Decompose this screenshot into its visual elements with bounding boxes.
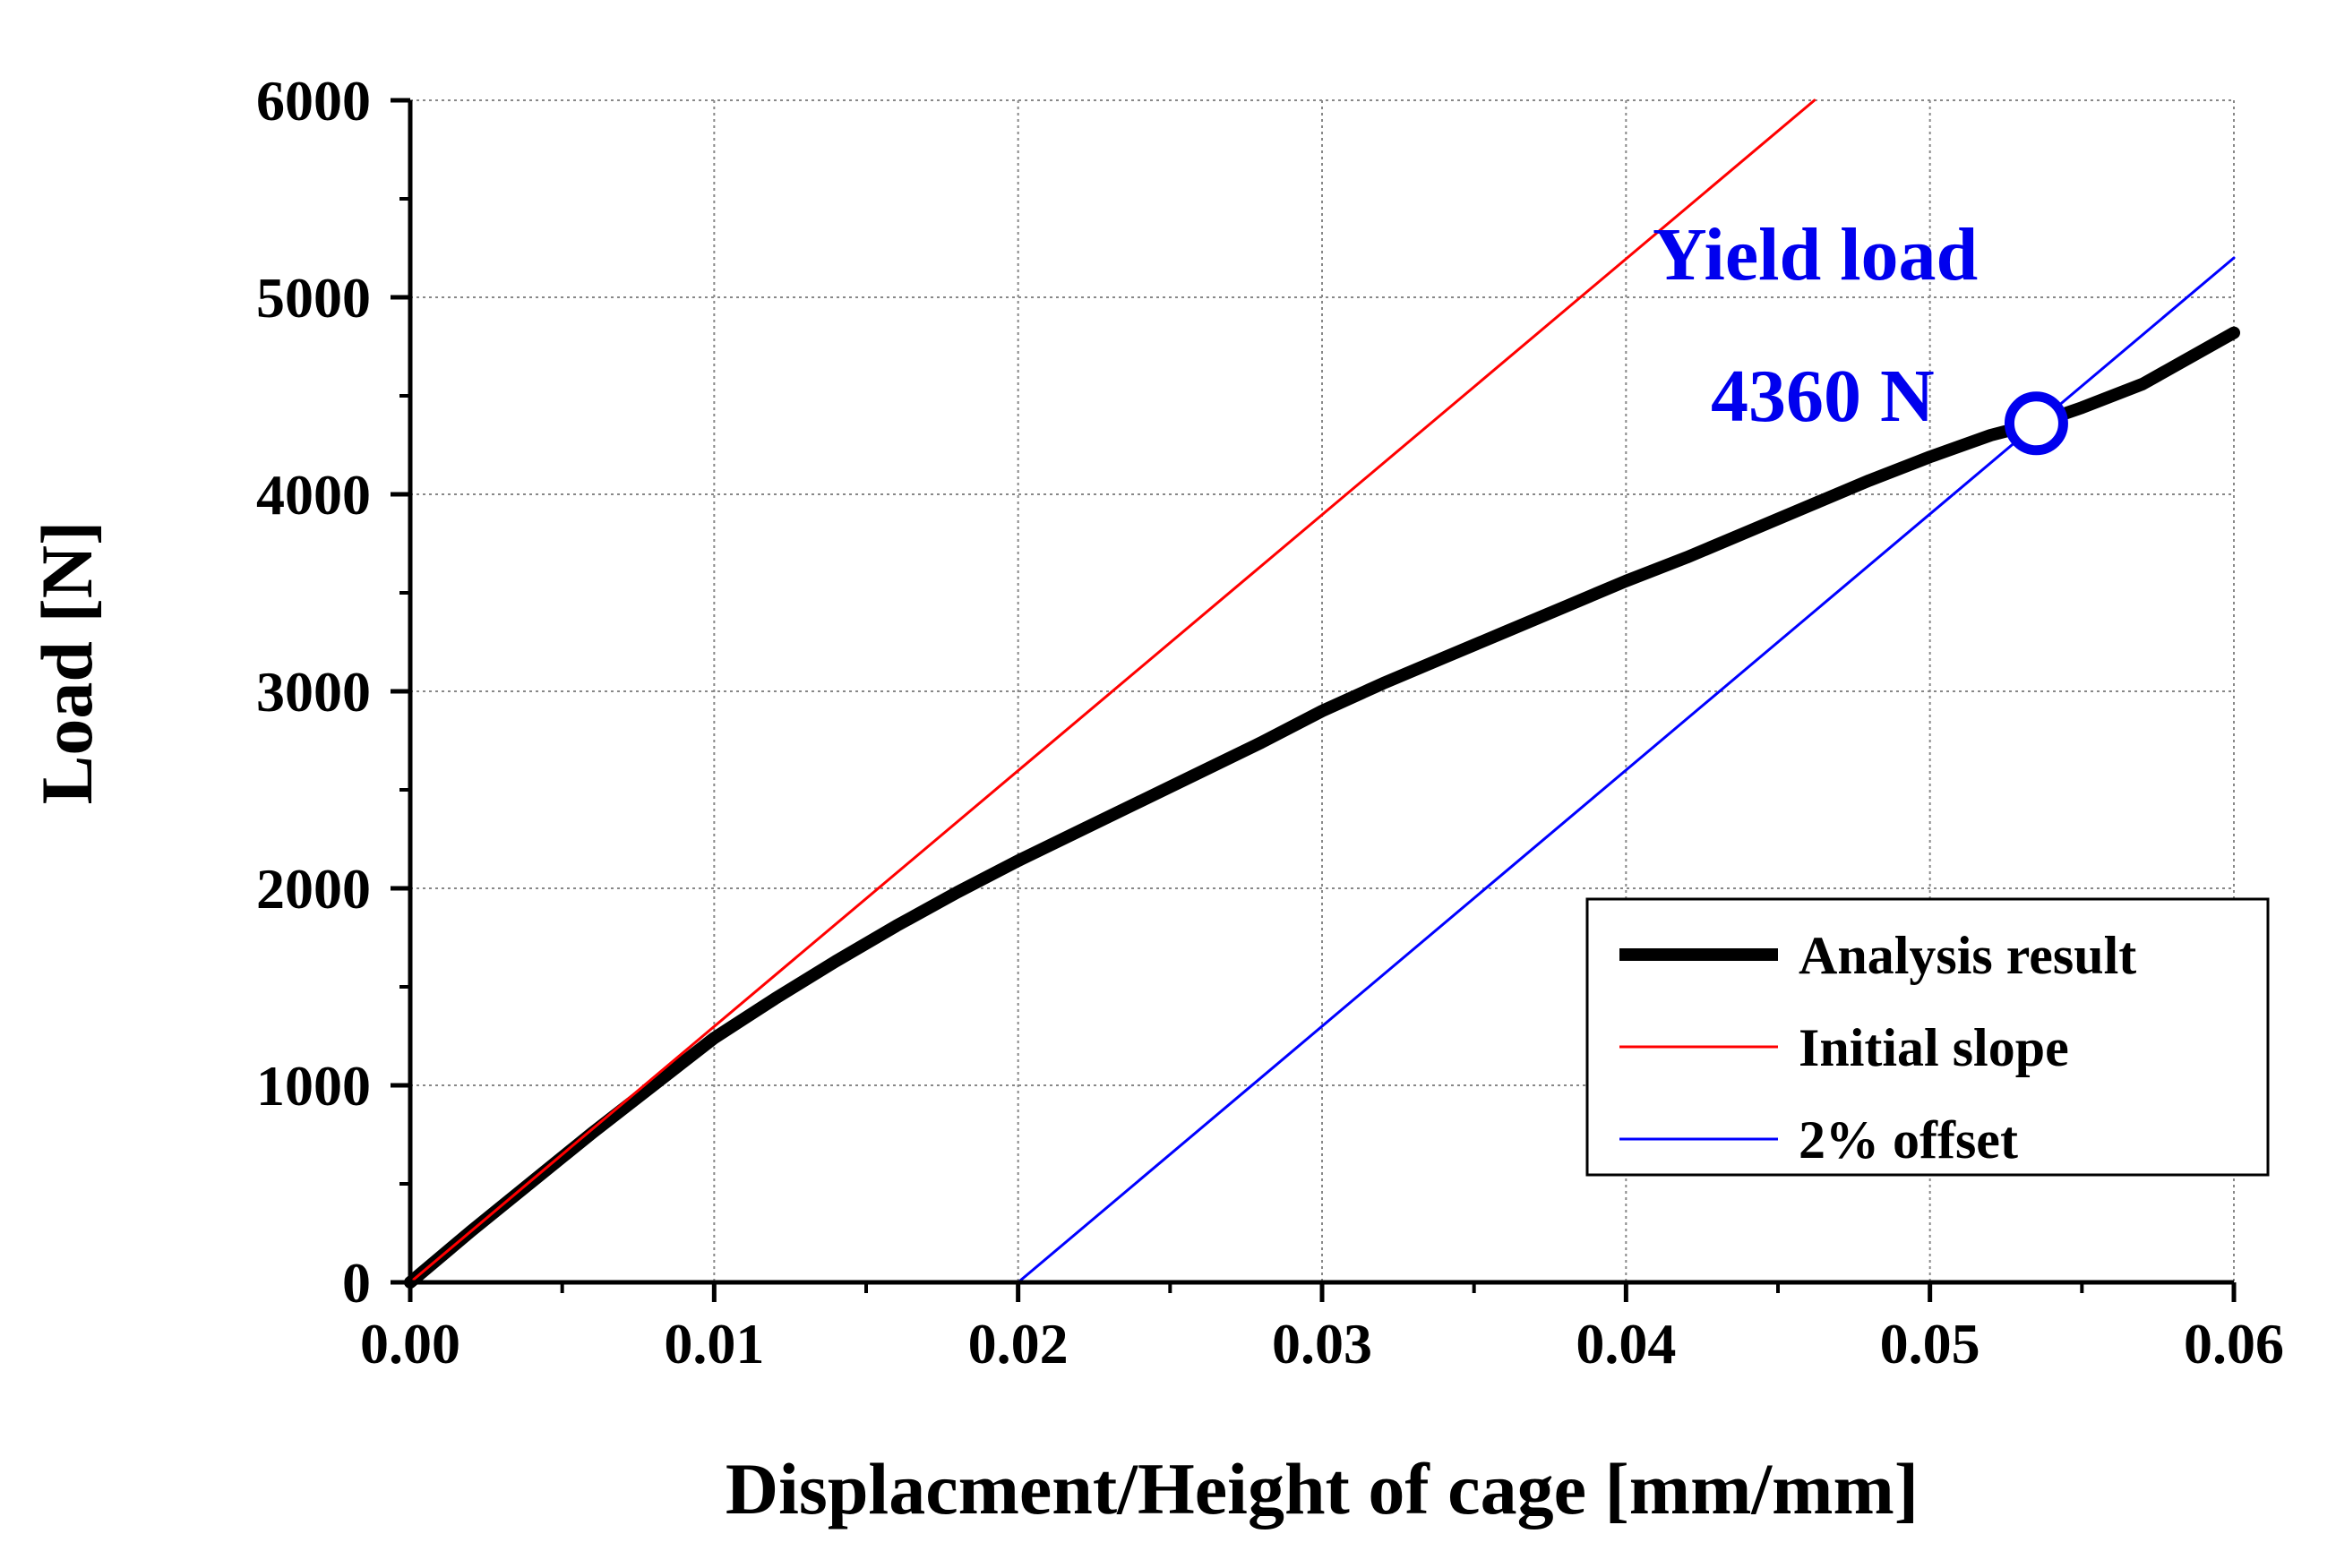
- x-tick-label: 0.04: [1576, 1312, 1676, 1375]
- grid-lines: [410, 99, 2235, 1282]
- x-tick-label: 0.02: [968, 1312, 1069, 1375]
- legend-label-offset: 2% offset: [1799, 1110, 2018, 1170]
- y-tick-label: 1000: [256, 1054, 371, 1118]
- legend-label-analysis: Analysis result: [1799, 926, 2136, 985]
- yield-annotation: Yield load 4360 N: [1653, 213, 2068, 456]
- y-tick-label: 5000: [256, 266, 371, 330]
- x-axis-title: Displacment/Height of cage [mm/mm]: [726, 1448, 1919, 1529]
- y-tick-label: 0: [342, 1251, 371, 1315]
- y-tick-label: 2000: [256, 857, 371, 921]
- x-tick-label: 0.00: [360, 1312, 460, 1375]
- y-tick-label: 3000: [256, 660, 371, 724]
- x-tick-label: 0.05: [1880, 1312, 1980, 1375]
- series-line-analysis-result: [404, 326, 2240, 1289]
- y-tick-label: 4000: [256, 463, 371, 527]
- legend: Analysis result Initial slope 2% offset: [1585, 897, 2270, 1177]
- x-tick-label: 0.06: [2184, 1312, 2284, 1375]
- series-line-initial-slope: [408, 99, 1816, 1284]
- tick-labels: 0.00 0.01 0.02 0.03 0.04 0.05 0.06 0 1000 2000 300…: [256, 69, 2284, 1375]
- yield-label: Yield load: [1653, 213, 1978, 296]
- yield-value-label: 4360 N: [1711, 355, 1935, 438]
- yield-point-marker: [2004, 391, 2068, 456]
- y-tick-label: 6000: [256, 69, 371, 133]
- x-tick-label: 0.03: [1272, 1312, 1372, 1375]
- y-axis-title: Load [N]: [26, 521, 107, 805]
- axes: [391, 98, 2237, 1302]
- x-tick-label: 0.01: [664, 1312, 764, 1375]
- legend-label-initial: Initial slope: [1799, 1018, 2069, 1077]
- legend-box: [1585, 897, 2270, 1177]
